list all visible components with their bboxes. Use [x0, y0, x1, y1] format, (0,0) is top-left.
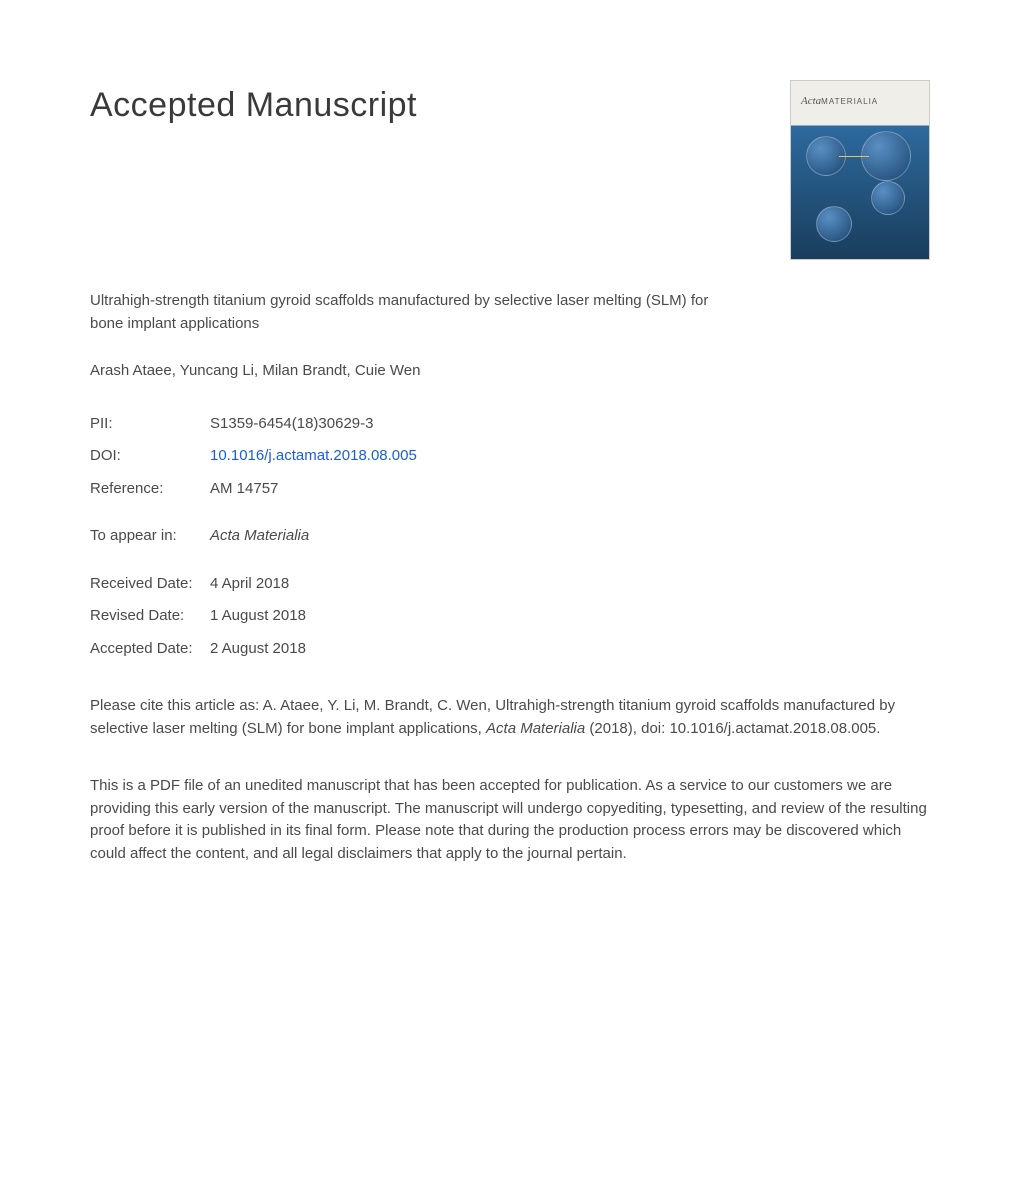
- received-value: 4 April 2018: [210, 573, 289, 596]
- article-title: Ultrahigh-strength titanium gyroid scaff…: [90, 290, 730, 335]
- metadata-table: PII: S1359-6454(18)30629-3 DOI: 10.1016/…: [90, 413, 930, 661]
- reference-value: AM 14757: [210, 478, 278, 501]
- appear-value: Acta Materialia: [210, 525, 309, 548]
- meta-row-appear: To appear in: Acta Materialia: [90, 525, 930, 548]
- accepted-label: Accepted Date:: [90, 638, 210, 661]
- accepted-value: 2 August 2018: [210, 638, 306, 661]
- pii-value: S1359-6454(18)30629-3: [210, 413, 373, 436]
- revised-label: Revised Date:: [90, 605, 210, 628]
- doi-link[interactable]: 10.1016/j.actamat.2018.08.005: [210, 445, 417, 468]
- pii-label: PII:: [90, 413, 210, 436]
- article-title-section: Ultrahigh-strength titanium gyroid scaff…: [90, 290, 730, 335]
- cover-journal-title: ActaMATERIALIA: [801, 93, 878, 110]
- cover-sphere-icon: [871, 181, 905, 215]
- meta-row-pii: PII: S1359-6454(18)30629-3: [90, 413, 930, 436]
- cover-sphere-icon: [816, 206, 852, 242]
- authors-list: Arash Ataee, Yuncang Li, Milan Brandt, C…: [90, 360, 930, 383]
- citation-suffix: (2018), doi: 10.1016/j.actamat.2018.08.0…: [585, 720, 880, 737]
- meta-row-received: Received Date: 4 April 2018: [90, 573, 930, 596]
- revised-value: 1 August 2018: [210, 605, 306, 628]
- received-label: Received Date:: [90, 573, 210, 596]
- cover-connector-line: [839, 156, 869, 157]
- reference-label: Reference:: [90, 478, 210, 501]
- meta-row-doi: DOI: 10.1016/j.actamat.2018.08.005: [90, 445, 930, 468]
- meta-row-revised: Revised Date: 1 August 2018: [90, 605, 930, 628]
- citation-journal: Acta Materialia: [486, 720, 585, 737]
- page-heading: Accepted Manuscript: [90, 80, 417, 131]
- doi-label: DOI:: [90, 445, 210, 468]
- cover-acta-text: Acta: [801, 95, 821, 107]
- appear-label: To appear in:: [90, 525, 210, 548]
- cover-materialia-text: MATERIALIA: [821, 97, 878, 106]
- meta-row-accepted: Accepted Date: 2 August 2018: [90, 638, 930, 661]
- journal-cover-thumbnail: ActaMATERIALIA: [790, 80, 930, 260]
- citation-text: Please cite this article as: A. Ataee, Y…: [90, 695, 930, 740]
- header-row: Accepted Manuscript ActaMATERIALIA: [90, 80, 930, 260]
- meta-row-reference: Reference: AM 14757: [90, 478, 930, 501]
- disclaimer-text: This is a PDF file of an unedited manusc…: [90, 775, 930, 865]
